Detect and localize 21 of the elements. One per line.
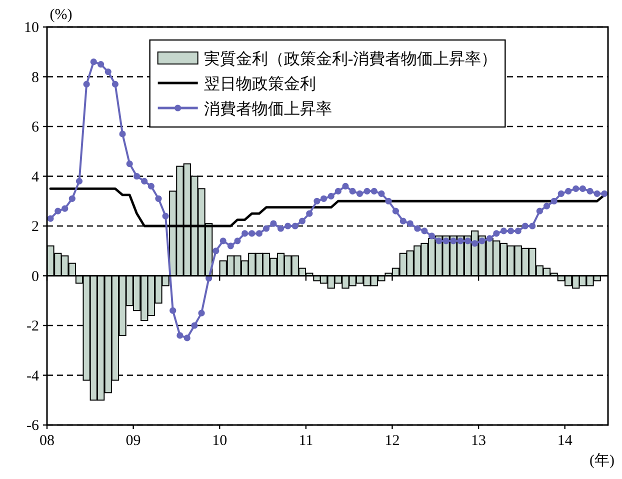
x-tick-label: 12: [384, 433, 400, 449]
y-tick-label: 10: [24, 20, 39, 36]
y-tick-label: -4: [26, 368, 40, 384]
y-axis-title: (%): [50, 7, 72, 23]
y-tick-label: 2: [32, 219, 39, 235]
y-tick-label: 4: [32, 169, 40, 186]
x-tick-label: 11: [298, 433, 314, 449]
x-tick-label: 13: [471, 433, 486, 449]
legend-label: 翌日物政策金利: [204, 75, 316, 93]
legend-label: 消費者物価上昇率: [204, 100, 332, 118]
y-tick-label: 0: [32, 268, 39, 285]
x-tick-label: 09: [126, 433, 141, 449]
y-tick-label: -6: [26, 418, 40, 434]
x-tick-label: 10: [212, 433, 228, 449]
x-tick-label: 14: [557, 433, 573, 449]
y-tick-label: -2: [26, 318, 39, 334]
x-tick-label: 08: [40, 433, 54, 449]
legend-label: 実質金利（政策金利-消費者物価上昇率）: [204, 50, 498, 68]
x-axis-title: (年): [590, 452, 614, 469]
y-tick-label: 8: [32, 70, 39, 86]
y-tick-label: 6: [32, 120, 40, 136]
